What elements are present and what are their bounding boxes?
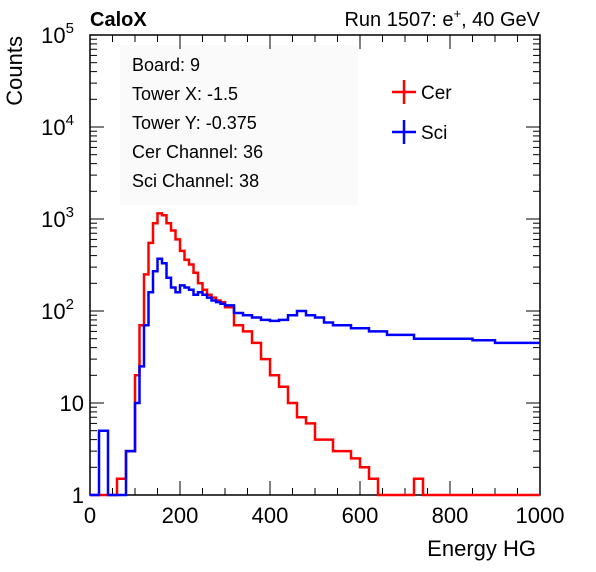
- y-tick-label: 103: [41, 204, 74, 232]
- x-tick-label: 1000: [516, 503, 565, 528]
- y-axis-title: Counts: [2, 36, 27, 106]
- x-axis-title: Energy HG: [427, 536, 536, 561]
- header-run-sup: +: [453, 6, 461, 21]
- series-line-cer: [90, 212, 540, 497]
- x-tick-label: 400: [252, 503, 289, 528]
- header-run-suffix: , 40 GeV: [461, 9, 541, 31]
- x-tick-label: 200: [162, 503, 199, 528]
- x-tick-label: 0: [84, 503, 96, 528]
- y-tick-label: 102: [41, 296, 74, 324]
- info-line: Tower Y: -0.375: [132, 113, 257, 133]
- info-line: Sci Channel: 38: [132, 171, 259, 191]
- y-tick-label: 10: [60, 391, 84, 416]
- info-box: [120, 45, 358, 205]
- legend-label: Cer: [421, 83, 452, 104]
- x-tick-label: 600: [342, 503, 379, 528]
- x-tick-label: 800: [432, 503, 469, 528]
- legend-label: Sci: [421, 123, 447, 144]
- header-right-label: Run 1507: e+, 40 GeV: [344, 6, 540, 31]
- info-line: Board: 9: [132, 55, 200, 75]
- info-line: Cer Channel: 36: [132, 142, 263, 162]
- header-run-text: Run 1507: e: [344, 9, 453, 31]
- y-tick-label: 105: [41, 20, 74, 48]
- info-line: Tower X: -1.5: [132, 84, 238, 104]
- y-tick-label: 1: [72, 483, 84, 508]
- header-left-label: CaloX: [90, 9, 147, 31]
- y-tick-label: 104: [41, 112, 74, 140]
- series-line-sci: [90, 257, 540, 497]
